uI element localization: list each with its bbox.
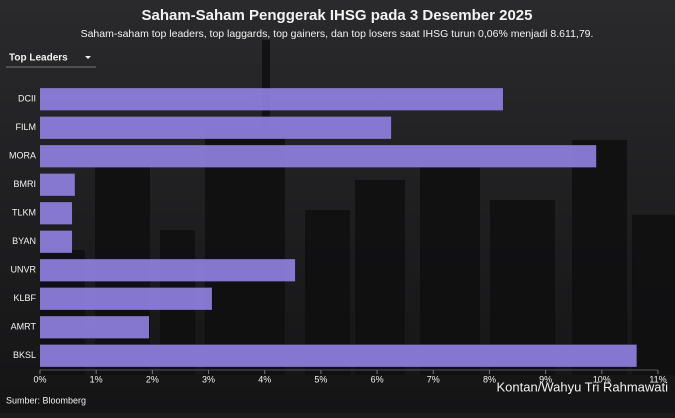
source-note: Sumber: Bloomberg	[6, 395, 86, 405]
y-tick-label: MORA	[9, 151, 36, 161]
x-tick-label: 11%	[649, 374, 666, 384]
x-tick-label: 7%	[427, 374, 440, 384]
bar	[40, 230, 73, 253]
x-tick-label: 6%	[371, 374, 384, 384]
bar	[40, 202, 73, 225]
x-tick-label: 0%	[33, 374, 46, 384]
bar	[40, 145, 597, 168]
x-tick-label: 3%	[202, 374, 215, 384]
y-tick-label: BYAN	[12, 236, 36, 246]
dropdown[interactable]: Top Leaders	[6, 49, 96, 68]
x-tick-label: 5%	[314, 374, 327, 384]
y-tick-label: AMRT	[11, 322, 37, 332]
y-tick-label: FILM	[15, 122, 36, 132]
x-tick-label: 8%	[483, 374, 496, 384]
credit: Kontan/Wahyu Tri Rahmawati	[497, 379, 669, 394]
bar	[40, 173, 75, 196]
y-tick-label: BKSL	[13, 350, 36, 360]
bar	[40, 344, 637, 367]
bar	[40, 316, 149, 339]
y-tick-label: DCII	[18, 94, 36, 104]
skyline	[40, 40, 675, 375]
x-tick-label: 2%	[146, 374, 159, 384]
dropdown-caret[interactable]	[85, 56, 91, 59]
x-tick-label: 10%	[593, 374, 611, 384]
x-tick-label: 9%	[539, 374, 552, 384]
bar	[40, 259, 296, 282]
bar	[40, 116, 392, 139]
bar	[40, 287, 212, 310]
x-tick-label: 1%	[90, 374, 103, 384]
y-tick-label: KLBF	[13, 293, 36, 303]
y-tick-label: BMRI	[14, 179, 37, 189]
chart-title: Saham-Saham Penggerak IHSG pada 3 Desemb…	[141, 7, 532, 24]
chart-subtitle: Saham-saham top leaders, top laggards, t…	[81, 28, 594, 40]
y-tick-label: UNVR	[10, 265, 36, 275]
bar	[40, 88, 503, 111]
y-tick-label: TLKM	[12, 208, 36, 218]
dropdown-label[interactable]: Top Leaders	[9, 53, 68, 64]
x-tick-label: 4%	[258, 374, 271, 384]
